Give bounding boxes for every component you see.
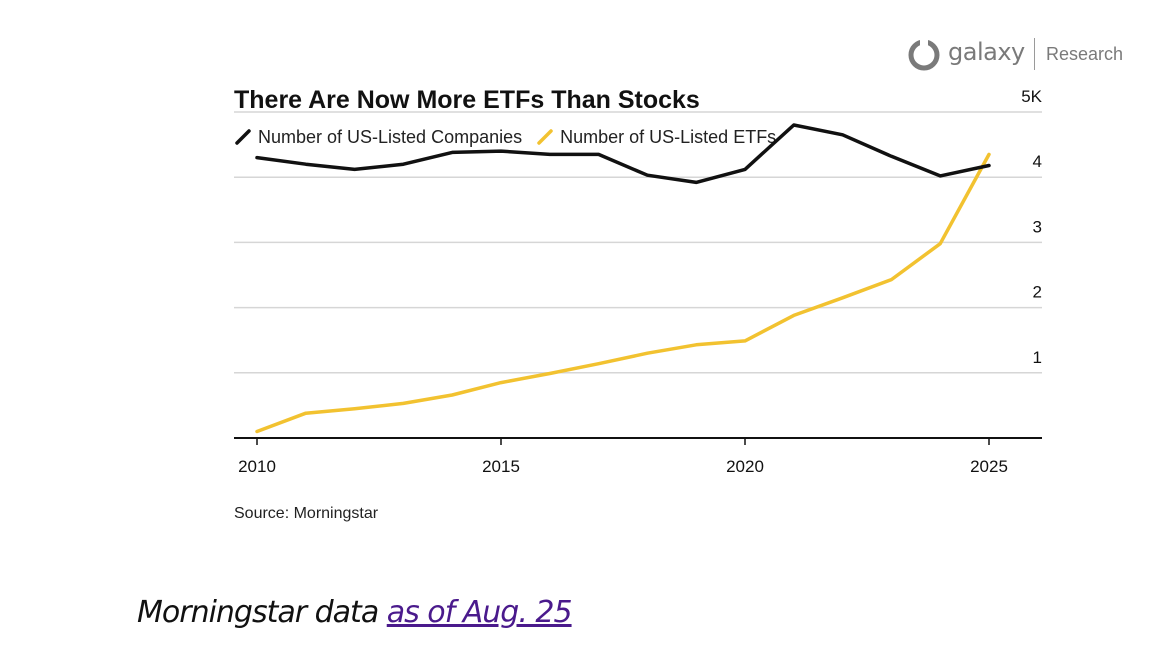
galaxy-logo-icon (908, 39, 940, 71)
legend-item-companies: Number of US-Listed Companies (234, 127, 522, 148)
series-line-etfs (255, 152, 991, 434)
x-tick-label-1: 2015 (482, 457, 520, 476)
caption-text: Morningstar data (137, 595, 387, 630)
brand-divider (1034, 38, 1035, 70)
y-tick-label-0: 1 (1033, 348, 1042, 367)
legend-label-companies: Number of US-Listed Companies (258, 126, 523, 147)
legend-label-etfs: Number of US-Listed ETFs (560, 126, 777, 147)
legend-swatch-companies (235, 129, 251, 145)
brand-division: Research (1046, 44, 1124, 64)
y-tick-label-1: 2 (1033, 283, 1042, 302)
brand-wordmark: galaxy (948, 38, 1025, 66)
chart-source: Source: Morningstar (234, 505, 379, 522)
x-tick-label-3: 2025 (970, 457, 1008, 476)
x-tick-label-0: 2010 (238, 457, 276, 476)
brand-logo: galaxy Research (904, 34, 1144, 74)
y-tick-label-4: 5K (1021, 87, 1042, 106)
legend-swatch-etfs (537, 129, 553, 145)
caption-link[interactable]: as of Aug. 25 (386, 595, 573, 630)
legend-item-etfs: Number of US-Listed ETFs (536, 127, 776, 148)
caption: Morningstar data as of Aug. 25 (137, 595, 573, 630)
series-line-companies (255, 123, 991, 185)
y-tick-label-2: 3 (1033, 217, 1042, 236)
x-tick-label-2: 2020 (726, 457, 764, 476)
chart-title: There Are Now More ETFs Than Stocks (234, 86, 700, 114)
chart-legend: Number of US-Listed Companies Number of … (234, 124, 790, 150)
y-tick-label-3: 4 (1033, 152, 1042, 171)
